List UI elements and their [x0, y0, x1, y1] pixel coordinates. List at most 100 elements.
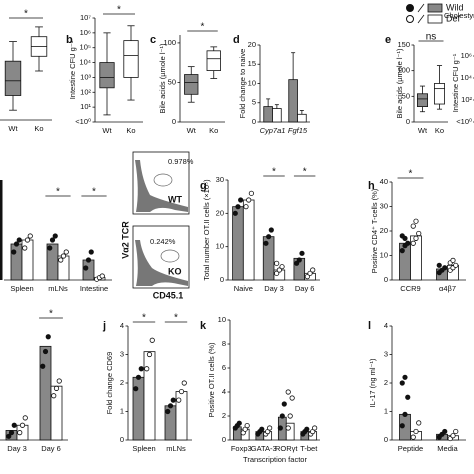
data-point — [399, 423, 405, 429]
y-tick-label: 6 — [222, 363, 226, 372]
data-point — [453, 428, 459, 435]
data-point — [235, 204, 241, 210]
data-point — [279, 264, 285, 270]
data-point — [304, 426, 310, 432]
y2-axis-label: Intestine CFU g⁻¹ — [451, 53, 460, 112]
data-point — [413, 218, 419, 224]
y2-tick-label: 10⁶ — [461, 51, 472, 60]
data-point — [450, 433, 456, 439]
bar — [263, 106, 273, 123]
flow-gate — [160, 249, 180, 263]
x-tick-label: mLNs — [166, 444, 186, 453]
data-point — [399, 248, 405, 254]
x-tick-label: Cyp7a1 — [260, 126, 286, 135]
significance-label: * — [56, 187, 60, 198]
flow-density — [135, 240, 188, 286]
data-point — [296, 257, 302, 263]
data-point — [176, 397, 182, 403]
y-axis-label: Positive CD4⁺ T-cells (%) — [370, 188, 379, 273]
data-point — [144, 366, 150, 372]
data-point — [181, 380, 187, 386]
data-point — [22, 415, 28, 421]
data-point — [165, 408, 171, 415]
data-point — [267, 425, 273, 431]
genotype-label: WT — [168, 194, 182, 204]
data-point — [453, 262, 459, 268]
data-point — [146, 351, 153, 358]
significance-label: * — [272, 167, 276, 178]
y-tick-label: 2 — [222, 411, 226, 420]
gate-percent: 0.978% — [168, 157, 194, 166]
significance-label: * — [303, 167, 307, 178]
data-point — [410, 223, 416, 229]
y-axis-label: Total number OT.II cells (×10⁵) — [202, 179, 211, 281]
y-tick-label: 1 — [120, 406, 124, 415]
bar — [143, 351, 156, 441]
data-point — [277, 425, 283, 431]
y-tick-label: 50 — [402, 91, 410, 100]
data-point — [11, 249, 17, 255]
significance-label: * — [174, 313, 178, 324]
x-tick-label: Day 6 — [41, 444, 61, 453]
x-tick-label: Ko — [209, 126, 218, 135]
significance-label: ns — [426, 32, 437, 43]
significance-label: * — [92, 187, 96, 198]
data-point — [167, 403, 174, 409]
y-tick-label: 0 — [252, 117, 256, 126]
bar — [232, 206, 244, 281]
y2-tick-label: 10² — [461, 95, 472, 104]
x-axis-label: Transcription factor — [243, 455, 307, 464]
legend-label: Wild — [446, 2, 464, 12]
significance-label: * — [409, 169, 413, 180]
bar — [272, 108, 282, 123]
data-point — [246, 197, 252, 203]
data-point — [399, 380, 405, 386]
legend-slash — [417, 3, 425, 13]
bar — [297, 113, 307, 123]
bar — [288, 79, 298, 123]
legend-swatch — [427, 3, 443, 13]
box — [184, 74, 199, 95]
x-tick-label: Wt — [102, 126, 112, 135]
panel-letter: k — [200, 320, 207, 332]
y-tick-label: 10¹ — [80, 102, 91, 111]
data-point — [402, 374, 408, 380]
panel-letter: g — [200, 180, 207, 192]
data-point — [88, 249, 94, 255]
x-tick-label: Intestine — [80, 284, 108, 293]
box — [99, 62, 115, 89]
data-point — [410, 434, 416, 440]
data-point — [287, 413, 293, 419]
data-point — [307, 270, 313, 276]
data-point — [63, 249, 69, 255]
x-tick-label: Media — [437, 444, 458, 453]
y-tick-label: 1 — [384, 406, 388, 415]
y-tick-label: 8 — [222, 339, 226, 348]
flow-gate — [153, 173, 173, 187]
data-point — [436, 262, 442, 268]
y-tick-label: 20 — [380, 226, 388, 235]
data-point — [13, 241, 20, 247]
y-tick-label: 3 — [384, 349, 388, 358]
y-axis-label: Fold change to naive — [238, 49, 247, 119]
y-tick-label: 5 — [252, 98, 256, 107]
data-point — [6, 433, 12, 439]
data-point — [232, 210, 238, 216]
data-point — [17, 430, 23, 436]
y-axis-label: Positive OT.II cells (%) — [207, 342, 216, 418]
y-tick-label: 10² — [80, 87, 91, 96]
y-tick-label: 30 — [216, 175, 224, 184]
legend-label: Def — [446, 13, 461, 23]
y-tick-label: 10⁶ — [80, 28, 91, 37]
data-point — [27, 233, 33, 239]
y-axis-label: Intestine CFU g⁻¹ — [68, 40, 77, 99]
data-point — [60, 253, 67, 259]
data-point — [170, 397, 176, 403]
data-point — [299, 250, 305, 256]
y-tick-label: 4 — [222, 387, 226, 396]
data-point — [16, 237, 22, 243]
data-point — [285, 389, 291, 395]
data-point — [135, 374, 142, 380]
y-tick-label: 100 — [163, 38, 176, 47]
significance-label: * — [142, 313, 146, 324]
